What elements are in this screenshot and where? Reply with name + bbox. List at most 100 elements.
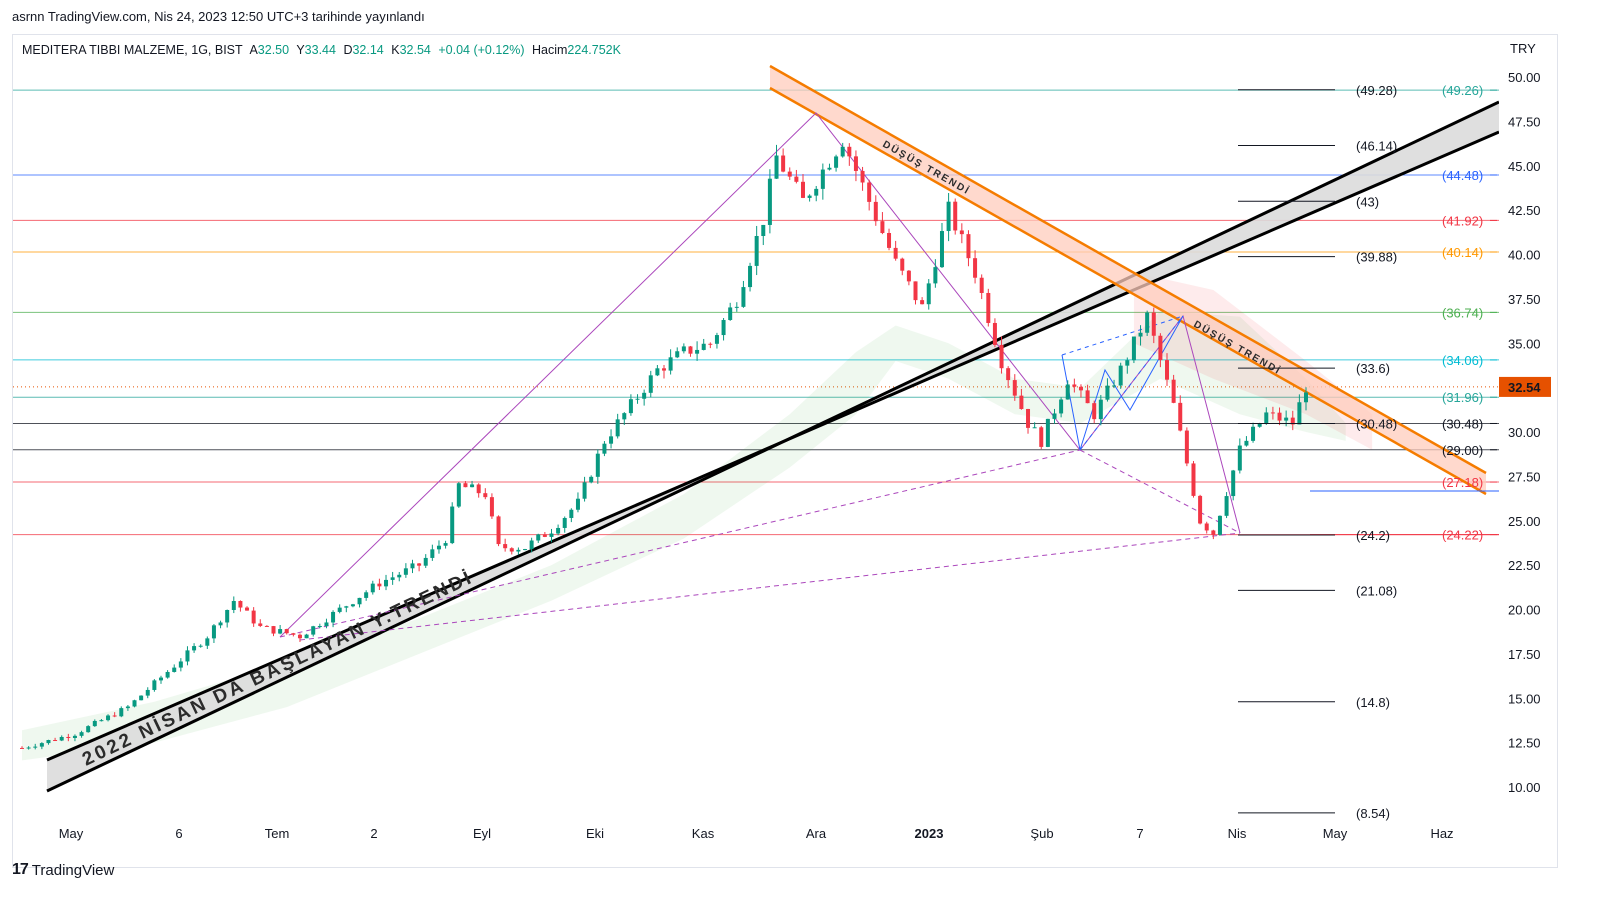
candle-body [364, 592, 369, 598]
fib-level-label: (8.54) [1356, 806, 1390, 821]
candle-body [1217, 515, 1222, 535]
uptrend-label: 2022 NİSAN DA BAŞLAYAN Y.TRENDİ [79, 567, 477, 771]
candle-body [1224, 496, 1229, 516]
candle-body [1198, 495, 1203, 524]
candle-body [344, 606, 349, 608]
candle-body [39, 743, 44, 747]
candle-body [198, 645, 203, 647]
price-tick-label: 20.00 [1508, 603, 1541, 618]
candle-body [615, 419, 620, 437]
candle-body [834, 156, 839, 168]
candle-body [648, 375, 653, 393]
candle-body [238, 601, 243, 608]
trend-channels [22, 64, 1499, 793]
tradingview-brand[interactable]: 17 TradingView [12, 861, 114, 879]
candle-body [79, 732, 84, 736]
candle-body [575, 498, 580, 510]
candle-body [357, 597, 362, 605]
candle-body [688, 346, 693, 354]
candle-body [1231, 470, 1236, 497]
candle-body [840, 146, 845, 157]
candle-body [675, 351, 680, 358]
downtrend-channel-fill [770, 66, 1486, 494]
candle-body [384, 579, 389, 587]
candle-body [959, 230, 964, 235]
fib-level-label: (49.28) [1356, 83, 1397, 98]
candle-body [99, 720, 104, 722]
tradingview-logo-icon: 17 [12, 861, 29, 878]
candle-body [1125, 360, 1130, 366]
candle-body [887, 233, 892, 248]
candle-body [1211, 530, 1216, 535]
downtrend-label: DÜŞÜŞ TRENDİ [881, 137, 974, 197]
candle-body [609, 436, 614, 444]
candle-body [1118, 365, 1123, 386]
candle-body [112, 715, 117, 717]
candle-body [476, 484, 481, 494]
candle-body [1019, 395, 1024, 409]
candle-body [470, 484, 475, 488]
price-tick-label: 42.50 [1508, 203, 1541, 218]
pattern-dashed-line [1079, 449, 1241, 534]
candle-body [1105, 385, 1110, 400]
candle-body [436, 545, 441, 550]
candle-body [1098, 399, 1103, 420]
candle-body [748, 265, 753, 288]
candle-body [1006, 368, 1011, 381]
abcd-dashed-line [1061, 315, 1184, 356]
candle-body [741, 287, 746, 307]
time-axis[interactable]: May 6 Tem 2 Eyl Eki Kas Ara 2023 Şub 7 Nis May Haz [59, 826, 1454, 841]
price-tick-label: 15.00 [1508, 691, 1541, 706]
candle-body [602, 443, 607, 454]
candle-body [1052, 413, 1057, 419]
price-axis[interactable]: TRY 50.00 47.50 45.00 42.50 40.00 37.50 35.00 32… [1499, 41, 1551, 795]
candle-body [562, 517, 567, 528]
candle-body [59, 736, 64, 741]
candle-body [860, 170, 865, 183]
time-tick-label: 2 [370, 826, 377, 841]
candle-body [509, 548, 514, 552]
ichimoku-cloud [22, 311, 1346, 761]
candle-body [794, 176, 799, 182]
candle-body [1092, 403, 1097, 420]
abcd-pattern-line [1061, 315, 1184, 451]
candle-body [542, 534, 547, 537]
level-price-label: (34.06) [1442, 353, 1483, 368]
fib-level-label: (24.2) [1356, 528, 1390, 543]
fib-level-label: (21.08) [1356, 583, 1397, 598]
candle-body [297, 634, 302, 639]
candle-body [767, 178, 772, 225]
candle-body [1112, 385, 1117, 387]
pattern-dashed-line [299, 532, 1241, 641]
candle-body [106, 715, 111, 721]
candle-body [781, 155, 786, 172]
candle-body [152, 680, 157, 690]
candle-body [582, 482, 587, 499]
candle-body [483, 493, 488, 498]
level-price-label: (31.96) [1442, 390, 1483, 405]
time-tick-label: Nis [1228, 826, 1247, 841]
candle-body [1059, 399, 1064, 414]
candle-body [304, 634, 309, 639]
candle-body [1012, 380, 1017, 396]
candle-body [734, 306, 739, 308]
candle-body [880, 221, 885, 234]
candle-body [807, 195, 812, 198]
candle-body [847, 146, 852, 157]
candle-body [999, 344, 1004, 369]
candle-body [26, 747, 31, 749]
candle-body [820, 169, 825, 189]
volume-label: Hacim [532, 43, 568, 57]
candle-body [668, 357, 673, 371]
level-price-label: (41.92) [1442, 213, 1483, 228]
candle-body [655, 368, 660, 376]
candle-body [973, 258, 978, 278]
high-label: Y [296, 43, 305, 57]
candle-body [92, 720, 97, 727]
candle-body [119, 708, 124, 717]
fib-level-label: (43) [1356, 194, 1379, 209]
candle-body [311, 626, 316, 635]
candle-body [1078, 386, 1083, 391]
candle-body [1065, 384, 1070, 400]
